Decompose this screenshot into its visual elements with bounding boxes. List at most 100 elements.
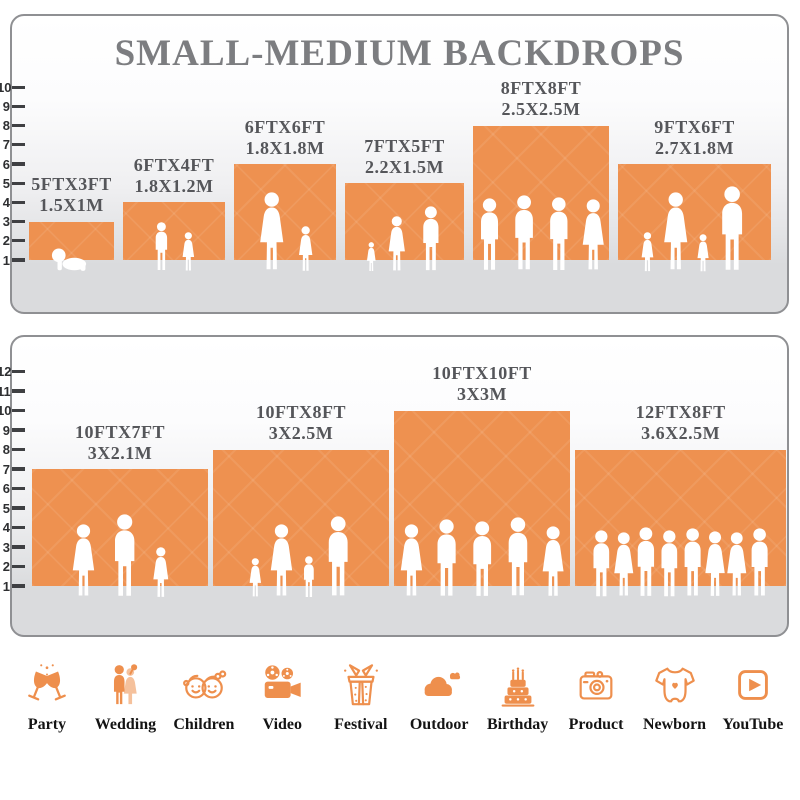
ruler-number: 12 bbox=[0, 364, 12, 379]
backdrop-size-label: 6FTX4FT 1.8X1.2M bbox=[134, 155, 215, 197]
people-silhouettes bbox=[213, 516, 389, 598]
category-icon-row: Party Wedding bbox=[0, 662, 800, 734]
backdrop-rect bbox=[234, 164, 336, 271]
size-label-feet: 8FTX8FT bbox=[500, 78, 582, 99]
size-label-feet: 10FTX8FT bbox=[255, 402, 346, 423]
man-silhouette bbox=[655, 530, 684, 598]
girl-silhouette bbox=[150, 546, 172, 598]
backdrop-item: 10FTX8FT 3X2.5M bbox=[213, 402, 389, 597]
man-silhouette bbox=[417, 206, 445, 272]
ruler-number: 5 bbox=[2, 175, 10, 191]
girl-silhouette bbox=[247, 558, 264, 598]
size-label-feet: 12FTX8FT bbox=[635, 402, 726, 423]
backdrop-item: 12FTX8FT 3.6X2.5M bbox=[575, 402, 787, 597]
people-silhouettes bbox=[345, 206, 464, 272]
ruler-tick bbox=[12, 239, 25, 243]
woman-silhouette bbox=[701, 531, 729, 598]
girl-silhouette bbox=[180, 232, 197, 272]
festival-gift-icon bbox=[343, 664, 378, 706]
ruler-number: 6 bbox=[2, 481, 10, 496]
category-label: Outdoor bbox=[409, 716, 469, 733]
ruler-number: 10 bbox=[0, 403, 12, 418]
ruler-tick bbox=[12, 467, 25, 471]
ruler-number: 10 bbox=[0, 79, 12, 95]
size-label-feet: 10FTX10FT bbox=[432, 363, 532, 384]
size-label-meters: 3X2.1M bbox=[87, 442, 153, 463]
man-silhouette bbox=[501, 517, 535, 598]
backdrop-item: 6FTX6FT 1.8X1.8M bbox=[234, 117, 336, 271]
ruler-number: 6 bbox=[2, 156, 10, 172]
man-silhouette bbox=[474, 198, 505, 272]
ruler-tick bbox=[12, 181, 25, 185]
ruler-number: 1 bbox=[2, 578, 10, 594]
man-silhouette bbox=[631, 527, 661, 598]
girl-silhouette bbox=[639, 231, 656, 272]
birthday-cake-icon bbox=[501, 667, 535, 707]
backdrop-size-label: 12FTX8FT 3.6X2.5M bbox=[636, 402, 726, 444]
size-label-meters: 2.5X2.5M bbox=[501, 99, 581, 120]
baby-silhouette bbox=[49, 246, 93, 272]
ruler-tick bbox=[12, 85, 25, 89]
backdrop-size-label: 7FTX5FT 2.2X1.5M bbox=[364, 136, 445, 178]
woman-silhouette bbox=[266, 524, 297, 598]
category-newborn: Newborn bbox=[643, 662, 706, 734]
outdoor-clouds-icon bbox=[424, 672, 461, 697]
category-party: Party bbox=[16, 662, 78, 734]
size-label-feet: 6FTX6FT bbox=[244, 116, 326, 137]
size-label-meters: 1.5X1M bbox=[39, 195, 104, 216]
backdrop-item: 9FTX6FT 2.7X1.8M bbox=[618, 117, 771, 271]
size-label-meters: 2.2X1.5M bbox=[364, 156, 444, 177]
woman-silhouette bbox=[255, 192, 288, 272]
woman-silhouette bbox=[396, 524, 427, 598]
backdrop-size-label: 10FTX10FT 3X3M bbox=[432, 363, 532, 405]
ruler-tick bbox=[12, 389, 25, 393]
ruler-number: 1 bbox=[2, 252, 10, 268]
wedding-couple-icon bbox=[114, 664, 138, 705]
backdrop-size-label: 6FTX6FT 1.8X1.8M bbox=[245, 117, 326, 159]
man-silhouette bbox=[678, 528, 707, 598]
people-silhouettes bbox=[473, 195, 609, 272]
people-silhouettes bbox=[123, 222, 225, 272]
ruler-number: 7 bbox=[2, 137, 10, 153]
ruler-tick bbox=[12, 143, 25, 147]
newborn-onesie-icon bbox=[654, 667, 695, 703]
woman-silhouette bbox=[538, 526, 568, 598]
woman-silhouette bbox=[659, 192, 692, 272]
size-label-meters: 1.8X1.8M bbox=[245, 137, 325, 158]
category-label: Party bbox=[27, 716, 67, 733]
woman-silhouette bbox=[385, 216, 409, 272]
people-silhouettes bbox=[575, 527, 786, 598]
man-silhouette bbox=[543, 197, 575, 272]
backdrop-size-label: 10FTX7FT 3X2.1M bbox=[75, 422, 165, 464]
backdrop-item: 7FTX5FT 2.2X1.5M bbox=[345, 136, 464, 272]
page-title: SMALL-MEDIUM BACKDROPS bbox=[114, 33, 685, 74]
category-label: Birthday bbox=[486, 716, 549, 733]
category-outdoor: Outdoor bbox=[408, 662, 470, 734]
category-festival: Festival bbox=[330, 662, 392, 734]
man-silhouette bbox=[107, 514, 142, 598]
size-label-meters: 3.6X2.5M bbox=[641, 423, 721, 444]
backdrop-size-label: 8FTX8FT 2.5X2.5M bbox=[501, 78, 582, 120]
size-label-meters: 3X2.5M bbox=[268, 423, 334, 444]
ruler-number: 3 bbox=[2, 214, 10, 230]
ruler-tick bbox=[12, 428, 25, 432]
ruler-tick bbox=[12, 200, 25, 204]
size-label-meters: 2.7X1.8M bbox=[654, 137, 734, 158]
ruler-number: 4 bbox=[2, 194, 10, 210]
backdrop-rect bbox=[473, 125, 609, 270]
boy-silhouette bbox=[151, 222, 172, 272]
man-silhouette bbox=[508, 195, 540, 272]
backdrop-size-label: 5FTX3FT 1.5X1M bbox=[31, 174, 112, 216]
ruler-number: 7 bbox=[2, 461, 10, 477]
backdrop-rect bbox=[123, 202, 225, 271]
size-label-feet: 5FTX3FT bbox=[31, 174, 112, 195]
ruler-number: 8 bbox=[2, 118, 10, 134]
ruler-tick bbox=[12, 162, 25, 166]
youtube-play-icon bbox=[738, 670, 768, 700]
people-silhouettes bbox=[29, 246, 114, 272]
ruler-number: 4 bbox=[2, 520, 10, 535]
video-camera-icon bbox=[265, 665, 301, 698]
category-wedding: Wedding bbox=[94, 662, 156, 734]
size-label-feet: 10FTX7FT bbox=[74, 421, 165, 442]
backdrop-item: 10FTX7FT 3X2.1M bbox=[32, 422, 208, 597]
